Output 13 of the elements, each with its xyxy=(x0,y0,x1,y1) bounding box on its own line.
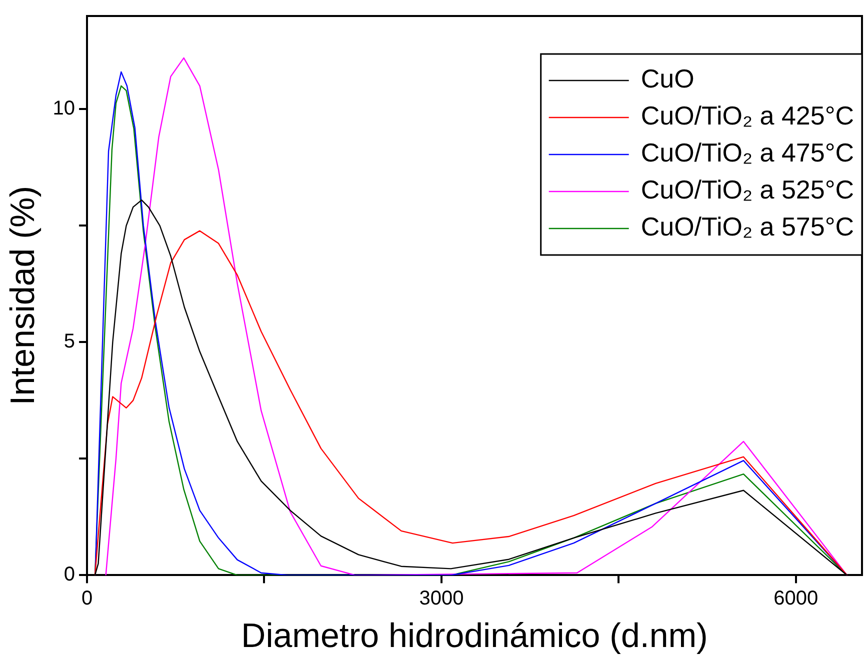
y-axis-title: Intensidad (%) xyxy=(4,186,42,406)
y-tick-label: 10 xyxy=(52,98,76,120)
y-tick-label: 5 xyxy=(64,330,76,353)
x-axis-title: Diametro hidrodinámico (d.nm) xyxy=(241,616,708,655)
legend-label: CuO/TiO₂ a 425°C xyxy=(640,100,854,131)
legend-label: CuO/TiO₂ a 475°C xyxy=(640,138,854,168)
legend-label: CuO xyxy=(640,64,694,94)
x-tick-label: 0 xyxy=(81,588,93,610)
x-tick-label: 6000 xyxy=(774,588,818,610)
x-tick-label: 3000 xyxy=(419,588,464,610)
legend-label: CuO/TiO₂ a 575°C xyxy=(640,212,854,242)
legend-label: CuO/TiO₂ a 525°C xyxy=(640,174,854,205)
y-tick-label: 0 xyxy=(64,564,76,586)
